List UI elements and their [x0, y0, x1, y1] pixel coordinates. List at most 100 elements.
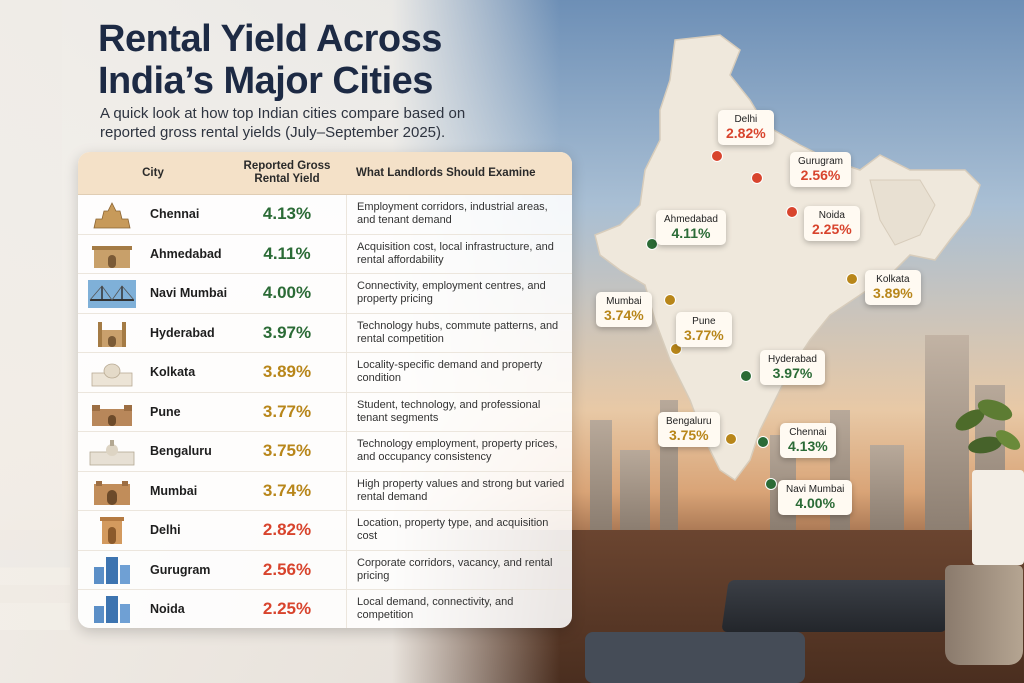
map-yield-value: 3.74%	[604, 307, 644, 323]
yield-value: 3.77%	[262, 401, 312, 421]
india-map: Delhi 2.82% Gurugram 2.56% Noida 2.25% A…	[590, 30, 990, 515]
examine-text: Technology employment, property prices, …	[346, 432, 572, 471]
map-label-kolkata: Kolkata 3.89%	[865, 270, 921, 305]
city-name: Navi Mumbai	[150, 286, 228, 301]
page-subtitle: A quick look at how top Indian cities co…	[100, 105, 466, 141]
map-yield-value: 4.00%	[795, 495, 836, 511]
map-city-name: Delhi	[734, 114, 758, 125]
map-city-name: Kolkata	[876, 274, 910, 285]
mumbai-marker	[664, 294, 676, 306]
examine-text: Technology hubs, commute patterns, and r…	[346, 313, 572, 352]
palace-icon	[86, 436, 138, 466]
city-name: Kolkata	[150, 365, 196, 380]
bridge-icon	[86, 278, 138, 309]
yield-value: 3.74%	[262, 480, 312, 500]
laptop	[721, 580, 954, 632]
hyderabad-marker	[740, 370, 752, 382]
map-city-name: Mumbai	[606, 296, 642, 307]
table-row: Chennai 4.13% Employment corridors, indust…	[78, 195, 572, 235]
map-label-pune: Pune 3.77%	[676, 312, 732, 347]
table-header: City Reported Gross Rental Yield What La…	[78, 152, 572, 195]
table-body: Chennai 4.13% Employment corridors, indust…	[78, 195, 572, 628]
kolkata-marker	[846, 273, 858, 285]
map-label-chennai: Chennai 4.13%	[780, 423, 836, 458]
city-name: Chennai	[150, 207, 200, 222]
map-yield-value: 2.56%	[800, 167, 841, 183]
map-city-name: Gurugram	[798, 156, 844, 167]
map-label-hyderabad: Hyderabad 3.97%	[760, 350, 825, 385]
city-name: Delhi	[150, 523, 181, 538]
map-yield-value: 3.97%	[772, 365, 813, 381]
yield-value: 2.25%	[262, 599, 312, 619]
map-yield-value: 4.13%	[788, 438, 828, 454]
table-row: Kolkata 3.89% Locality-specific demand and…	[78, 353, 572, 393]
coffee-mug	[945, 565, 1023, 665]
map-label-ahmedabad: Ahmedabad 4.11%	[656, 210, 726, 245]
yield-value: 4.00%	[262, 283, 312, 303]
map-city-name: Chennai	[789, 427, 827, 438]
map-label-mumbai: Mumbai 3.74%	[596, 292, 652, 327]
examine-text: Acquisition cost, local infrastructure, …	[346, 234, 572, 273]
memorial-icon	[86, 357, 138, 387]
yield-value: 3.75%	[262, 441, 312, 461]
city-name: Ahmedabad	[150, 246, 222, 261]
map-yield-value: 4.11%	[671, 225, 711, 241]
map-label-delhi: Delhi 2.82%	[718, 110, 774, 145]
table-row: Pune 3.77% Student, technology, and profes…	[78, 392, 572, 432]
office-towers-icon	[86, 555, 138, 585]
table-row: Noida 2.25% Local demand, connectivity, an…	[78, 590, 572, 628]
examine-text: High property values and strong but vari…	[346, 471, 572, 510]
examine-text: Location, property type, and acquisition…	[346, 511, 572, 550]
table-row: Mumbai 3.74% High property values and stro…	[78, 471, 572, 511]
cell-city: Noida	[78, 594, 228, 624]
bengaluru-marker	[725, 433, 737, 445]
cell-city: Delhi	[78, 515, 228, 545]
yield-value: 2.56%	[262, 559, 312, 579]
cell-city: Pune	[78, 397, 228, 427]
cell-city: Navi Mumbai	[78, 278, 228, 309]
examine-text: Corporate corridors, vacancy, and rental…	[346, 550, 572, 589]
gateway-icon	[86, 239, 138, 269]
map-yield-value: 3.89%	[873, 285, 913, 301]
table-row: Navi Mumbai 4.00% Connectivity, employment…	[78, 274, 572, 314]
navi-mumbai-marker	[765, 478, 777, 490]
examine-text: Local demand, connectivity, and competit…	[346, 590, 572, 628]
header-city: City	[142, 167, 164, 179]
city-name: Noida	[150, 602, 185, 617]
map-city-name: Ahmedabad	[664, 214, 718, 225]
charminar-icon	[86, 318, 138, 348]
map-city-name: Navi Mumbai	[786, 484, 845, 495]
city-name: Pune	[150, 404, 181, 419]
map-yield-value: 2.25%	[812, 221, 852, 237]
examine-text: Student, technology, and professional te…	[346, 392, 572, 431]
noida-marker	[786, 206, 798, 218]
yield-value: 3.89%	[262, 362, 312, 382]
cell-city: Kolkata	[78, 357, 228, 387]
yield-value: 4.13%	[262, 204, 312, 224]
map-yield-value: 2.82%	[726, 125, 766, 141]
city-name: Mumbai	[150, 483, 198, 498]
table-row: Ahmedabad 4.11% Acquisition cost, local in…	[78, 234, 572, 274]
map-city-name: Bengaluru	[666, 416, 712, 427]
map-city-name: Noida	[818, 210, 845, 221]
map-city-name: Hyderabad	[768, 354, 817, 365]
map-yield-value: 3.75%	[668, 427, 709, 443]
map-label-bengaluru: Bengaluru 3.75%	[658, 412, 720, 447]
table-row: Bengaluru 3.75% Technology employment, pro…	[78, 432, 572, 472]
table-row: Delhi 2.82% Location, property type, and a…	[78, 511, 572, 551]
india-gate-icon	[86, 515, 138, 545]
yield-value: 2.82%	[262, 520, 312, 540]
cell-city: Mumbai	[78, 476, 228, 506]
city-name: Bengaluru	[150, 444, 212, 459]
plant-pot	[972, 470, 1024, 565]
cell-city: Bengaluru	[78, 436, 228, 466]
cell-city: Ahmedabad	[78, 239, 228, 269]
header-yield: Reported Gross Rental Yield	[243, 160, 331, 185]
map-label-navi-mumbai: Navi Mumbai 4.00%	[778, 480, 853, 515]
examine-text: Employment corridors, industrial areas, …	[346, 195, 572, 234]
table-row: Gurugram 2.56% Corporate corridors, vacanc…	[78, 550, 572, 590]
examine-text: Connectivity, employment centres, and pr…	[346, 274, 572, 313]
yield-value: 3.97%	[262, 322, 312, 342]
office-towers-icon	[86, 594, 138, 624]
header-examine: What Landlords Should Examine	[356, 167, 536, 179]
